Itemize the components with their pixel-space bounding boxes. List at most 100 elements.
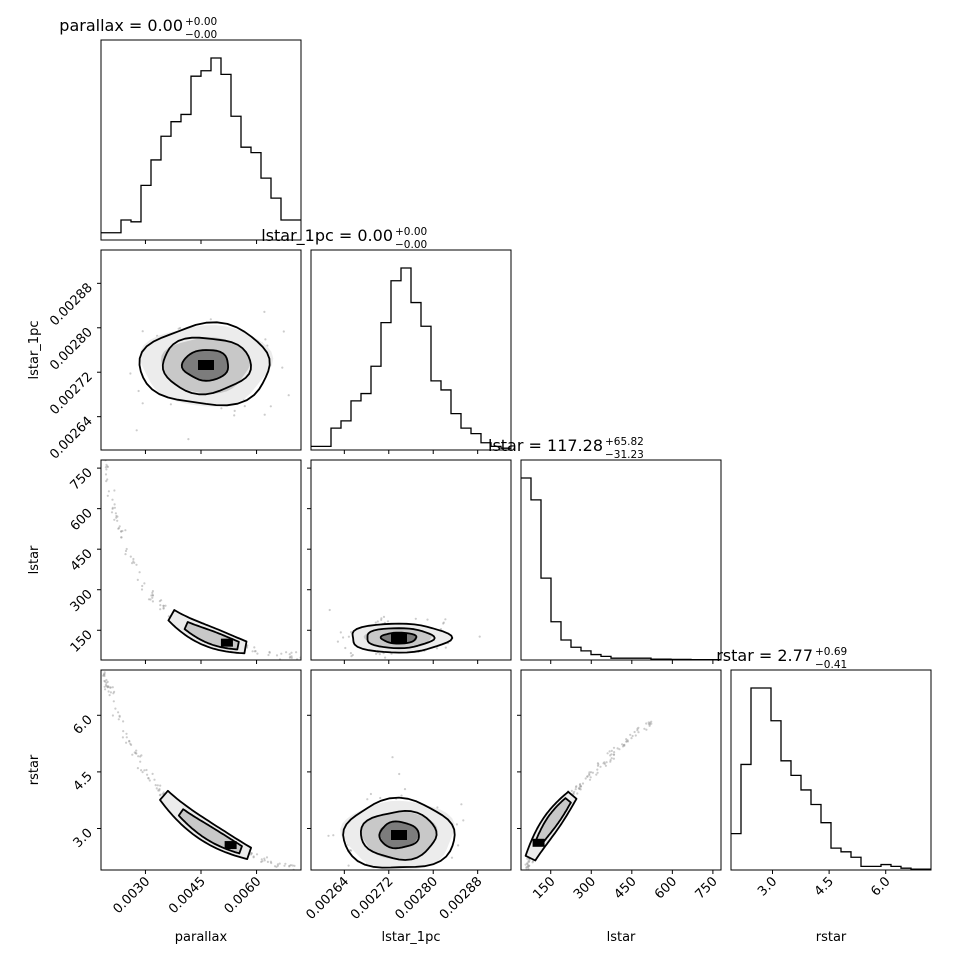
sample-point xyxy=(289,618,291,620)
sample-point xyxy=(609,754,612,757)
sample-point xyxy=(148,779,151,782)
sample-point xyxy=(159,604,162,607)
sample-point xyxy=(140,588,144,591)
sample-point xyxy=(380,618,383,622)
sample-point xyxy=(588,778,592,781)
sample-point xyxy=(526,857,529,860)
density-peak xyxy=(391,830,407,840)
sample-point xyxy=(288,653,291,656)
sample-point xyxy=(121,736,124,739)
sample-point xyxy=(140,769,143,772)
sample-point xyxy=(143,769,146,772)
sample-point xyxy=(112,700,115,703)
sample-point xyxy=(400,794,403,797)
sample-point xyxy=(130,743,133,747)
contour-outer xyxy=(342,796,456,869)
x-tick-label-lstar_1pc: 0.00288 xyxy=(437,874,486,923)
x-tick-label-lstar: 300 xyxy=(571,874,599,902)
sample-point xyxy=(643,727,646,730)
panel-frame-rstar-vs-lstar_1pc xyxy=(310,669,512,871)
sample-point xyxy=(618,748,621,751)
sample-point xyxy=(645,728,648,731)
sample-point xyxy=(125,732,128,735)
sample-point xyxy=(574,786,578,789)
sample-point xyxy=(382,615,386,619)
sample-point xyxy=(455,823,458,826)
sample-point xyxy=(263,859,266,862)
x-tick-label-parallax: 0.0060 xyxy=(222,874,265,917)
sample-point xyxy=(131,753,134,756)
sample-point xyxy=(275,654,279,657)
sample-point xyxy=(596,768,599,771)
x-axis-label-rstar: rstar xyxy=(816,930,847,945)
sample-point xyxy=(328,608,331,612)
sample-point xyxy=(478,635,481,638)
x-tick-label-lstar: 750 xyxy=(693,874,721,902)
sample-point xyxy=(350,631,353,634)
sample-point xyxy=(118,714,121,717)
sample-point xyxy=(135,429,138,432)
sample-point xyxy=(129,555,132,558)
sample-point xyxy=(572,793,575,796)
x-tick-label-lstar: 150 xyxy=(530,874,558,902)
sample-point xyxy=(595,773,598,776)
contour-middle xyxy=(183,621,240,651)
sample-point xyxy=(526,863,530,867)
histogram-line-lstar_1pc xyxy=(311,267,511,449)
sample-point xyxy=(141,771,144,774)
sample-point xyxy=(106,478,109,481)
sample-point xyxy=(111,506,114,509)
sample-point xyxy=(105,463,108,466)
sample-point xyxy=(349,652,352,655)
sample-point xyxy=(605,761,608,764)
sample-point xyxy=(285,651,288,654)
sample-point xyxy=(349,849,352,852)
y-tick-label-lstar_1pc: 0.00280 xyxy=(47,325,96,374)
sample-point xyxy=(120,536,123,539)
sample-point xyxy=(260,858,263,861)
sample-point xyxy=(616,747,619,750)
sample-point xyxy=(450,856,454,859)
sample-point xyxy=(135,563,138,566)
sample-point xyxy=(584,777,587,780)
sample-point xyxy=(263,413,266,416)
sample-point xyxy=(599,765,602,768)
sample-point xyxy=(135,749,138,752)
sample-point xyxy=(132,557,135,561)
sample-point xyxy=(103,685,106,688)
panel-rstar-vs-lstar_1pc xyxy=(327,756,465,870)
sample-point xyxy=(117,527,120,530)
sample-point xyxy=(110,511,114,514)
panel-frame-lstar_1pc xyxy=(310,249,512,451)
sample-point xyxy=(103,679,106,683)
sample-point xyxy=(243,405,246,408)
sample-point xyxy=(108,694,111,697)
sample-point xyxy=(347,635,350,638)
sample-point xyxy=(608,750,611,753)
panel-lstar_1pc-vs-parallax xyxy=(129,310,290,441)
panel-content xyxy=(129,310,290,441)
panel-rstar-vs-lstar xyxy=(524,720,653,870)
sample-point xyxy=(284,862,287,865)
sample-point xyxy=(117,718,120,721)
sample-point xyxy=(116,519,119,522)
sample-point xyxy=(339,631,342,634)
title-parallax: parallax = 0.00 xyxy=(59,16,183,35)
sample-point xyxy=(143,582,146,585)
sample-point xyxy=(162,604,165,607)
sample-point xyxy=(158,794,161,797)
sample-point xyxy=(630,737,633,740)
sample-point xyxy=(164,604,167,607)
sample-point xyxy=(573,790,576,793)
sample-point xyxy=(347,864,350,867)
sample-point xyxy=(344,646,347,650)
sample-point xyxy=(588,771,591,774)
contour-middle xyxy=(534,797,572,845)
sample-point xyxy=(111,686,114,689)
sample-point xyxy=(128,740,131,743)
sample-point xyxy=(342,636,345,639)
contour-inner xyxy=(379,631,418,645)
sample-point xyxy=(114,512,117,515)
title-plus-lstar_1pc: +0.00 xyxy=(395,226,427,238)
y-tick-label-rstar: 6.0 xyxy=(71,713,96,738)
